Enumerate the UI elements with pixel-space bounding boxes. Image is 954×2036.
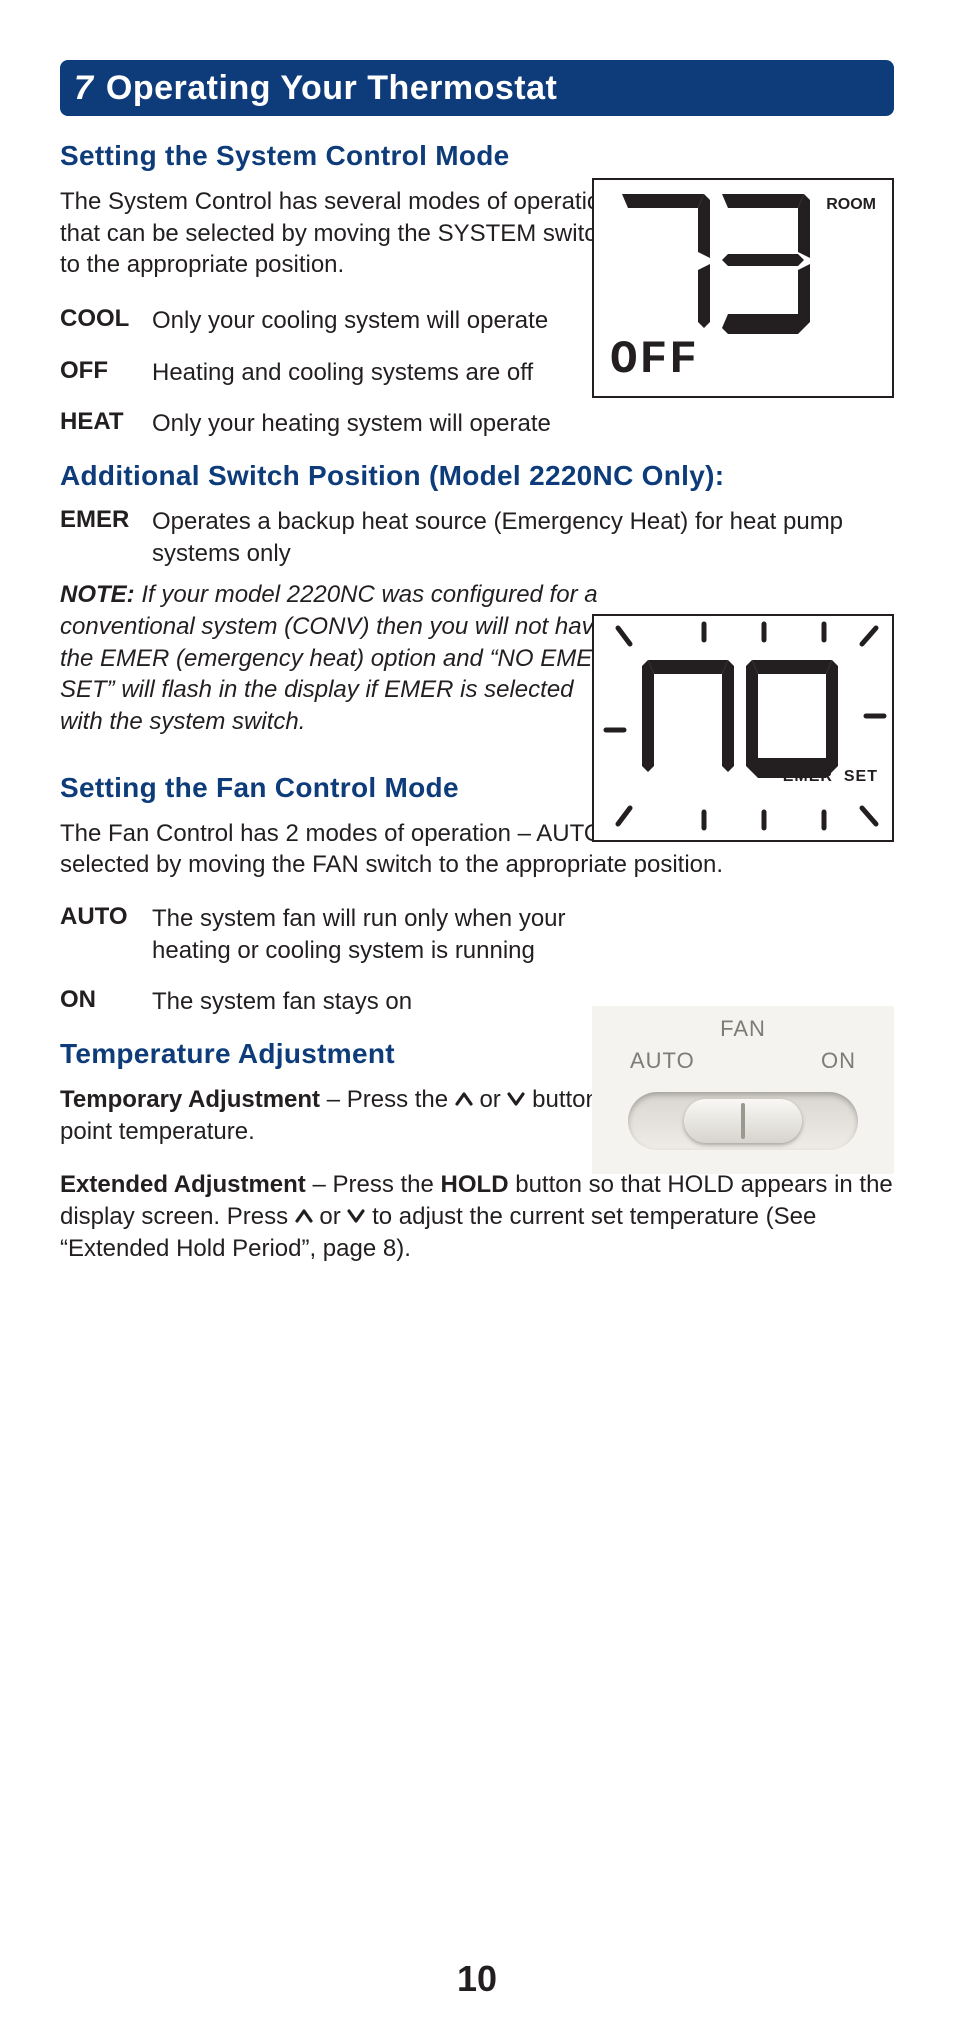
room-label: ROOM (826, 196, 876, 214)
mode-row-emer: EMER Operates a backup heat source (Emer… (60, 506, 894, 569)
section-header-bar: 7 Operating Your Thermostat (60, 60, 894, 116)
heading-system-mode: Setting the System Control Mode (60, 140, 894, 172)
ext-adj-lead: Extended Adjustment (60, 1171, 306, 1198)
e3: or (313, 1203, 348, 1230)
up-caret-icon (455, 1093, 473, 1107)
system-intro-text: The System Control has several modes of … (60, 186, 620, 281)
emer-set-label: EMER SET (783, 768, 878, 786)
seven-seg-flash-icon (594, 616, 896, 844)
fan-term: ON (60, 986, 152, 1018)
lcd-figure-emer-set: EMER SET (592, 614, 894, 842)
mode-row-heat: HEAT Only your heating system will opera… (60, 408, 894, 440)
fan-auto-label: AUTO (630, 1048, 695, 1074)
mode-desc: Only your cooling system will operate (152, 305, 548, 337)
heading-additional-switch: Additional Switch Position (Model 2220NC… (60, 460, 894, 492)
mode-term: HEAT (60, 408, 152, 440)
page: 7 Operating Your Thermostat ROOM OFF Set… (0, 0, 954, 2036)
e1: – Press the (306, 1171, 441, 1198)
note-text: NOTE: If your model 2220NC was configure… (60, 579, 620, 737)
fan-desc: The system fan will run only when your h… (152, 903, 620, 966)
fan-modes-list: AUTO The system fan will run only when y… (60, 903, 620, 1018)
mode-desc: Operates a backup heat source (Emergency… (152, 506, 882, 569)
note-lead: NOTE: (60, 581, 135, 608)
emer-label: EMER (783, 768, 833, 785)
fan-row-auto: AUTO The system fan will run only when y… (60, 903, 620, 966)
down-caret-icon (507, 1093, 525, 1107)
t2: or (473, 1086, 508, 1113)
note-body: If your model 2220NC was configured for … (60, 581, 610, 735)
t1: – Press the (320, 1086, 455, 1113)
lcd-figure-room-off: ROOM OFF (592, 178, 894, 398)
mode-term: COOL (60, 305, 152, 337)
page-number: 10 (0, 1958, 954, 2000)
section-title: Operating Your Thermostat (106, 69, 557, 108)
temp-adj-lead: Temporary Adjustment (60, 1086, 320, 1113)
extended-adjustment-para: Extended Adjustment – Press the HOLD but… (60, 1169, 894, 1264)
hold-label: HOLD (441, 1171, 509, 1198)
fan-term: AUTO (60, 903, 152, 966)
fan-slider-handle (684, 1099, 802, 1143)
fan-row-on: ON The system fan stays on (60, 986, 620, 1018)
seven-seg-73-icon (612, 188, 812, 338)
section-number: 7 (74, 69, 92, 108)
lcd-off-text: OFF (610, 334, 699, 386)
fan-on-label: ON (821, 1048, 856, 1074)
mode-term: EMER (60, 506, 152, 569)
fan-switch-figure: FAN AUTO ON (592, 1006, 894, 1174)
fan-slider-track (628, 1092, 858, 1150)
mode-term: OFF (60, 357, 152, 389)
set-label: SET (844, 768, 878, 785)
mode-desc: Only your heating system will operate (152, 408, 551, 440)
down-caret-icon (347, 1210, 365, 1224)
fan-label: FAN (592, 1016, 894, 1042)
up-caret-icon (295, 1210, 313, 1224)
mode-desc: Heating and cooling systems are off (152, 357, 533, 389)
fan-desc: The system fan stays on (152, 986, 412, 1018)
